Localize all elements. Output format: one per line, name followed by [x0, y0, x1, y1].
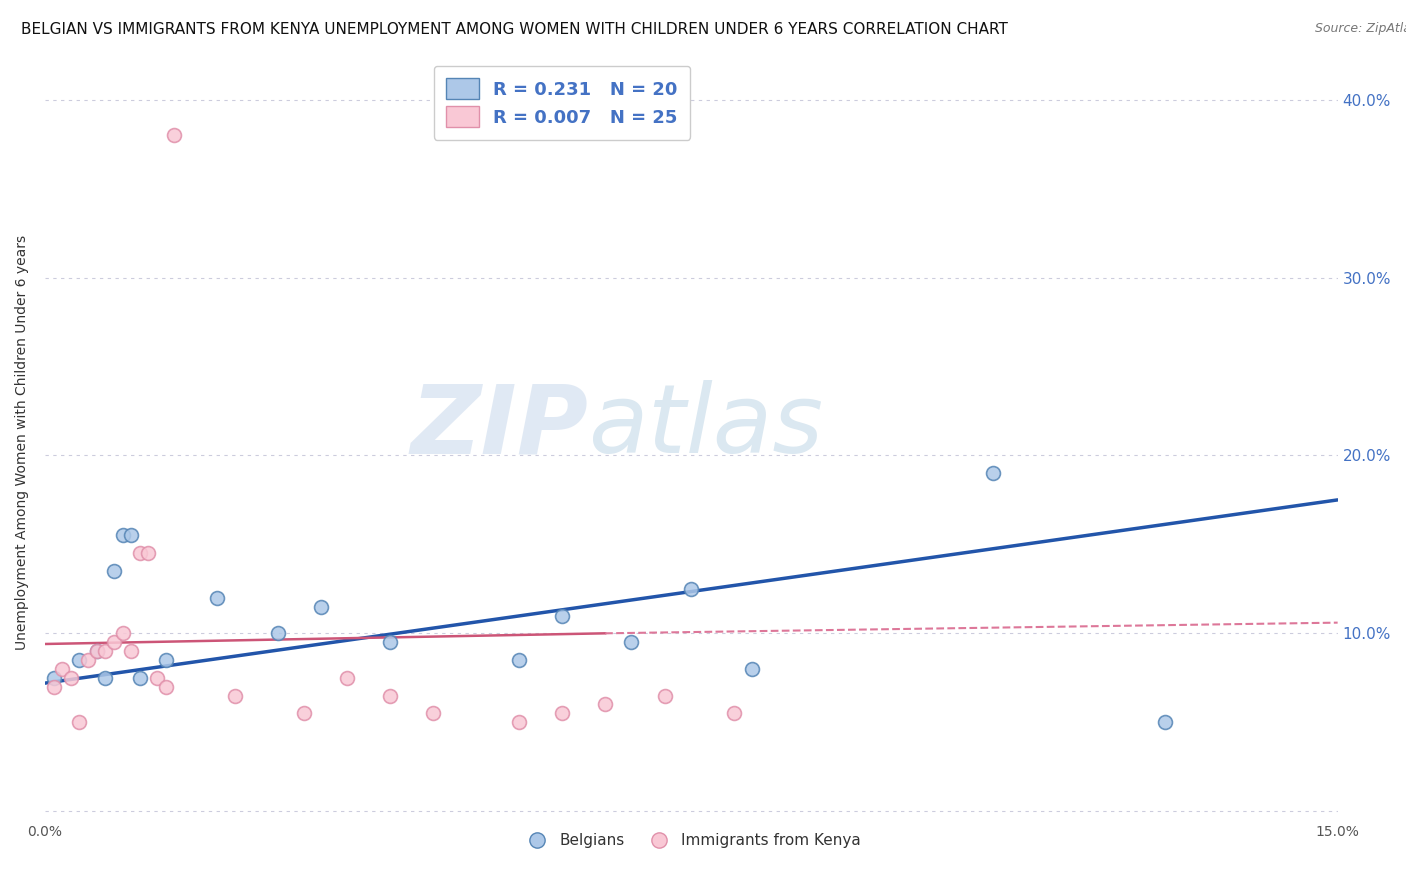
Point — [981, 467, 1004, 481]
Point — [654, 689, 676, 703]
Point — [120, 644, 142, 658]
Point — [77, 653, 100, 667]
Legend: Belgians, Immigrants from Kenya: Belgians, Immigrants from Kenya — [516, 827, 868, 854]
Point — [94, 644, 117, 658]
Point — [94, 671, 117, 685]
Point — [207, 591, 229, 605]
Point — [292, 706, 315, 721]
Point — [1154, 715, 1177, 730]
Point — [51, 662, 73, 676]
Text: Source: ZipAtlas.com: Source: ZipAtlas.com — [1315, 22, 1406, 36]
Text: BELGIAN VS IMMIGRANTS FROM KENYA UNEMPLOYMENT AMONG WOMEN WITH CHILDREN UNDER 6 : BELGIAN VS IMMIGRANTS FROM KENYA UNEMPLO… — [21, 22, 1008, 37]
Point — [86, 644, 108, 658]
Point — [224, 689, 246, 703]
Point — [42, 671, 65, 685]
Text: atlas: atlas — [588, 381, 823, 474]
Point — [111, 528, 134, 542]
Point — [103, 564, 125, 578]
Point — [508, 715, 530, 730]
Point — [146, 671, 169, 685]
Point — [42, 680, 65, 694]
Point — [86, 644, 108, 658]
Point — [128, 671, 150, 685]
Point — [508, 653, 530, 667]
Point — [681, 582, 703, 596]
Point — [103, 635, 125, 649]
Point — [336, 671, 359, 685]
Y-axis label: Unemployment Among Women with Children Under 6 years: Unemployment Among Women with Children U… — [15, 235, 30, 649]
Point — [111, 626, 134, 640]
Point — [59, 671, 82, 685]
Point — [723, 706, 745, 721]
Point — [551, 608, 574, 623]
Point — [155, 653, 177, 667]
Text: ZIP: ZIP — [411, 381, 588, 474]
Point — [163, 128, 186, 143]
Point — [620, 635, 643, 649]
Point — [120, 528, 142, 542]
Point — [551, 706, 574, 721]
Point — [593, 698, 616, 712]
Point — [69, 715, 91, 730]
Point — [128, 546, 150, 560]
Point — [266, 626, 288, 640]
Point — [422, 706, 444, 721]
Point — [378, 689, 401, 703]
Point — [378, 635, 401, 649]
Point — [741, 662, 763, 676]
Point — [309, 599, 332, 614]
Point — [155, 680, 177, 694]
Point — [69, 653, 91, 667]
Point — [138, 546, 160, 560]
